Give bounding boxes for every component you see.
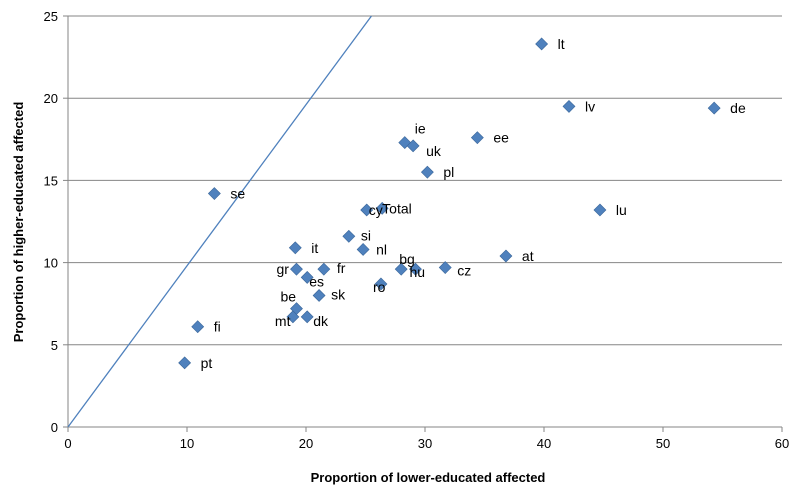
x-axis-title: Proportion of lower-educated affected [311,470,546,485]
point-bg [394,262,408,276]
point-label-se: se [230,186,245,202]
point-label-total: Total [382,200,412,216]
y-axis-title: Proportion of higher-educated affected [11,102,26,343]
y-tick-label: 20 [44,91,58,106]
point-uk [406,139,420,153]
x-tick-label: 0 [64,436,71,451]
point-pt [178,356,192,370]
gridlines [68,15,782,346]
point-label-fi: fi [214,319,221,335]
point-label-nl: nl [376,241,387,257]
point-cz [438,261,452,274]
y-tick-label: 5 [51,338,58,353]
reference-line [67,15,372,428]
point-label-de: de [730,100,746,116]
point-se [207,187,221,200]
point-dk [300,310,314,324]
point-label-ro: ro [373,279,386,295]
point-label-cz: cz [457,263,471,279]
point-es [300,270,314,284]
x-tick-label: 10 [180,436,194,451]
y-tick-label: 10 [44,256,58,271]
point-fi [191,320,205,334]
point-label-pt: pt [201,355,213,371]
point-mt [286,310,300,324]
point-label-mt: mt [275,313,291,329]
point-label-lv: lv [585,98,595,114]
x-tick-label: 20 [299,436,313,451]
tick-labels: 0 5 10 15 20 25 0 10 20 30 40 50 60 [44,9,789,451]
data-points [178,37,721,370]
point-label-ie: ie [415,121,426,137]
point-label-bg: bg [399,251,415,267]
point-label-es: es [309,273,324,289]
point-fr [317,262,331,276]
point-it [288,241,302,255]
x-tick-label: 60 [775,436,789,451]
point-si [342,229,356,243]
point-lv [562,99,576,113]
point-label-it: it [311,240,318,256]
point-lu [593,203,607,217]
axes [63,15,783,432]
point-label-uk: uk [426,143,442,159]
point-label-be: be [280,289,296,305]
point-label-dk: dk [313,313,329,329]
point-label-si: si [361,227,371,243]
y-tick-label: 15 [44,173,58,188]
point-label-pl: pl [443,164,454,180]
x-tick-label: 30 [418,436,432,451]
point-ro [374,277,388,291]
point-de [707,101,721,115]
point-label-sk: sk [331,286,346,302]
point-sk [312,289,326,302]
point-nl [356,243,370,256]
point-label-ee: ee [493,130,509,146]
point-hu [409,262,422,276]
point-at [499,249,513,263]
point-label-gr: gr [276,261,289,277]
point-label-hu: hu [409,264,425,280]
y-tick-label: 25 [44,9,58,24]
x-tick-label: 50 [656,436,670,451]
y-tick-label: 0 [51,420,58,435]
point-label-lu: lu [616,202,627,218]
point-ee [470,131,484,145]
point-pl [420,165,434,179]
point-label-at: at [522,248,534,264]
point-lt [535,37,549,51]
point-cy [360,203,374,217]
reference-line-group [67,15,372,428]
x-tick-label: 40 [537,436,551,451]
point-total [375,201,389,215]
point-label-fr: fr [337,260,346,276]
point-label-lt: lt [558,36,565,52]
point-label-cy: cy [369,202,383,218]
point-gr [290,262,303,276]
